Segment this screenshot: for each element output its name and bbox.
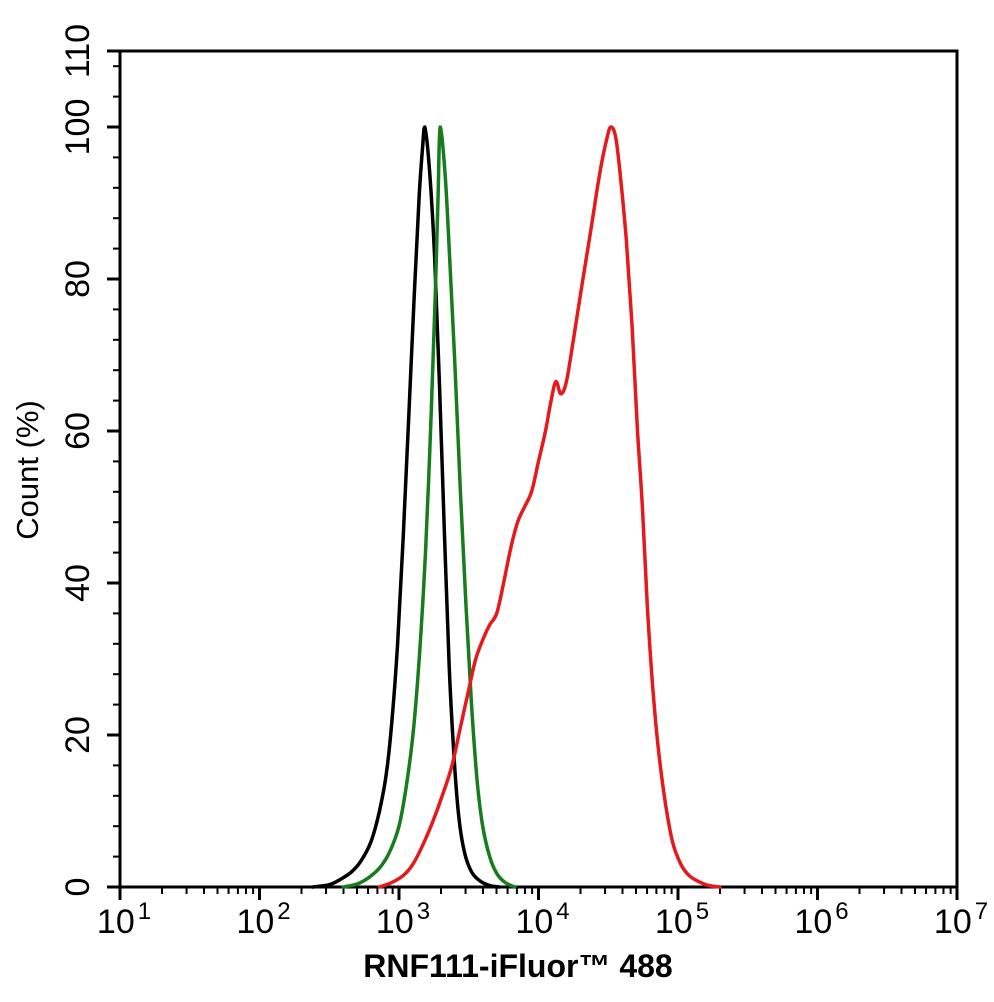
y-axis-ticks	[107, 49, 120, 889]
y-axis-title: Count (%)	[10, 400, 45, 540]
x-axis-title: RNF111-iFluor™ 488	[363, 948, 672, 984]
y-tick-label: 40	[59, 564, 97, 602]
y-tick-label: 60	[59, 412, 97, 450]
y-tick-label: 80	[59, 260, 97, 298]
y-tick-label: 20	[59, 716, 97, 754]
y-tick-label: 100	[59, 99, 97, 156]
x-tick-label: 10 3	[376, 898, 430, 941]
y-tick-label: 0	[59, 878, 97, 897]
curve-red	[377, 125, 722, 889]
curves	[310, 125, 722, 889]
x-tick-label: 10 5	[655, 898, 709, 941]
x-tick-label: 10 2	[236, 898, 290, 941]
x-tick-label: 10 7	[934, 898, 988, 941]
x-tick-label: 10 1	[97, 898, 151, 941]
curve-green	[341, 125, 517, 889]
curve-black	[310, 125, 502, 889]
x-tick-label: 10 6	[794, 898, 848, 941]
x-axis-ticks	[118, 887, 959, 900]
x-tick-label: 10 4	[515, 898, 569, 941]
y-tick-label: 110	[59, 24, 97, 78]
y-tick-labels: 0 20 40 60 80 100 110	[59, 24, 97, 897]
x-tick-labels: 10 1 10 2 10 3 10 4 10 5 10 6 10 7	[97, 898, 988, 941]
